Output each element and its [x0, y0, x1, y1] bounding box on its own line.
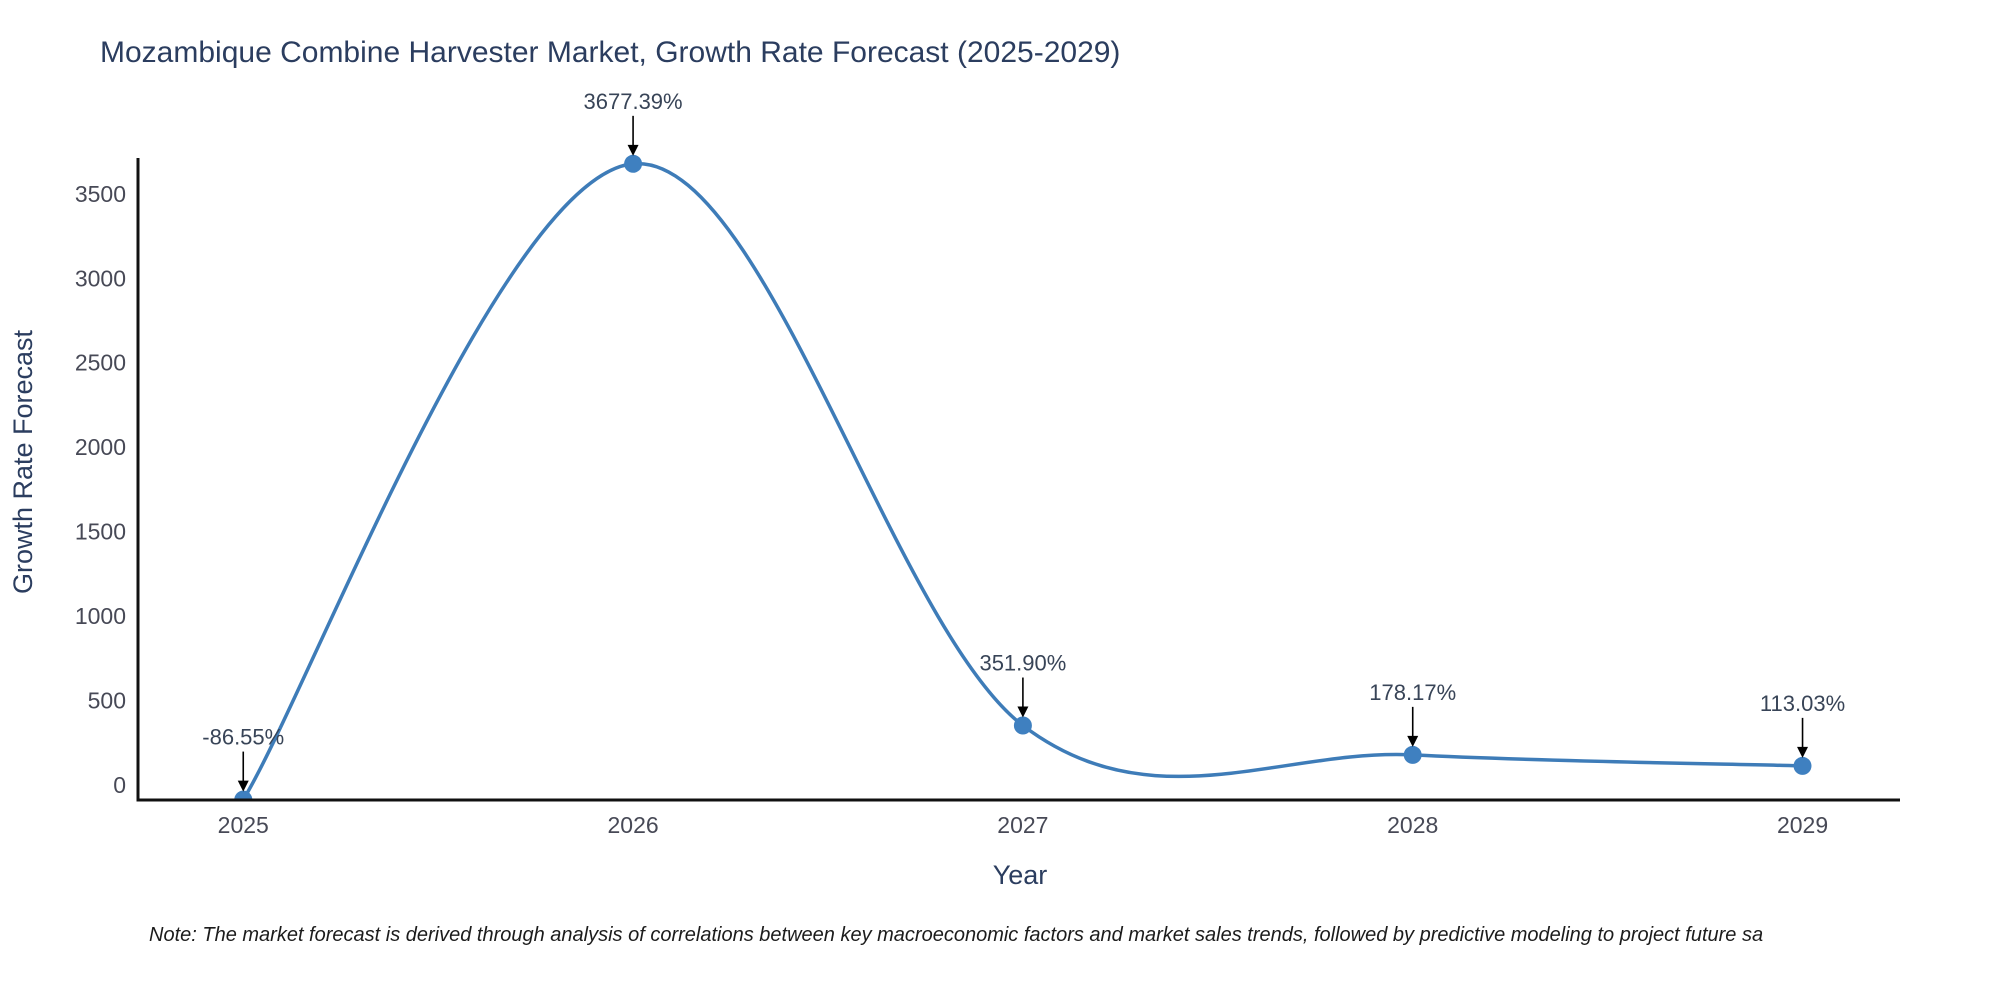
- y-tick-label: 3000: [75, 265, 126, 291]
- y-tick-label: 2500: [75, 350, 126, 376]
- annotation-2028: 178.17%: [1369, 680, 1456, 747]
- y-tick-label: 1500: [75, 519, 126, 545]
- annotation-arrowhead: [237, 780, 249, 792]
- x-tick-label: 2025: [218, 812, 269, 838]
- annotation-label: -86.55%: [202, 725, 284, 750]
- annotation-arrowhead: [627, 144, 639, 156]
- annotation-2027: 351.90%: [979, 651, 1066, 718]
- y-tick-label: 0: [113, 772, 126, 798]
- footnote: Note: The market forecast is derived thr…: [149, 924, 1764, 946]
- annotation-label: 178.17%: [1369, 680, 1456, 705]
- chart-title: Mozambique Combine Harvester Market, Gro…: [100, 36, 1121, 69]
- x-tick-label: 2026: [607, 812, 658, 838]
- annotation-label: 3677.39%: [584, 89, 683, 114]
- x-tick-label: 2027: [997, 812, 1048, 838]
- x-tick-label: 2029: [1777, 812, 1828, 838]
- y-tick-label: 2000: [75, 434, 126, 460]
- annotation-arrowhead: [1017, 706, 1029, 718]
- annotation-arrowhead: [1407, 735, 1419, 747]
- data-point-marker-2026[interactable]: [624, 154, 643, 173]
- y-tick-label: 3500: [75, 181, 126, 207]
- annotation-arrowhead: [1797, 746, 1809, 758]
- x-tick-label: 2028: [1387, 812, 1438, 838]
- data-point-marker-2027[interactable]: [1013, 716, 1032, 735]
- y-axis-title: Growth Rate Forecast: [8, 329, 38, 594]
- data-point-marker-2028[interactable]: [1403, 745, 1422, 764]
- annotation-label: 351.90%: [979, 651, 1066, 676]
- annotation-2029: 113.03%: [1760, 691, 1845, 758]
- annotation-label: 113.03%: [1760, 691, 1845, 716]
- data-point-marker-2029[interactable]: [1793, 756, 1812, 775]
- annotation-2026: 3677.39%: [584, 89, 683, 156]
- y-tick-label: 1000: [75, 603, 126, 629]
- x-axis-title: Year: [993, 860, 1048, 890]
- y-tick-label: 500: [88, 688, 126, 714]
- annotation-2025: -86.55%: [202, 725, 284, 792]
- growth-rate-line: [241, 162, 1803, 801]
